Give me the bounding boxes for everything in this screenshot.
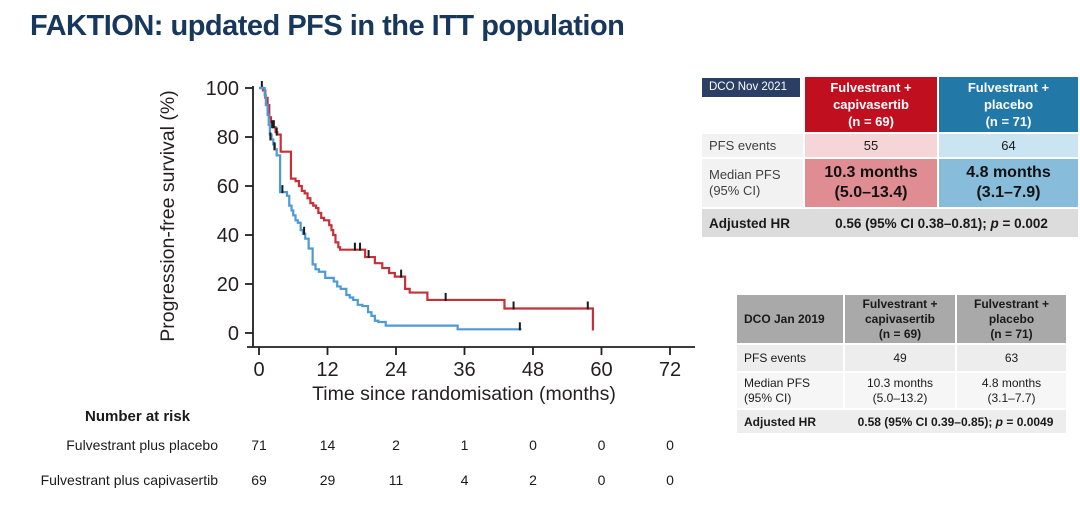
at-risk-value: 0 [666, 472, 674, 488]
at-risk-value: 69 [251, 472, 267, 488]
y-axis-title: Progression-free survival (%) [157, 90, 179, 341]
table-2019-placebo-header: Fulvestrant + placebo (n = 71) [957, 295, 1066, 343]
y-axis-tick-label: 0 [228, 323, 239, 345]
table-2019-capivasertib-header: Fulvestrant + capivasertib (n = 69) [845, 295, 955, 343]
table-2019-adjusted-hr-row: Adjusted HR 0.58 (95% CI 0.39–0.85); p =… [737, 410, 1066, 433]
x-axis-title: Time since randomisation (months) [312, 383, 616, 405]
y-axis-tick-label: 40 [217, 225, 239, 247]
km-survival-chart: 0 20 40 60 80 100 0 12 24 36 48 60 72 Progression-fre… [157, 78, 695, 405]
at-risk-value: 14 [319, 437, 336, 453]
x-axis-tick-label: 36 [453, 359, 475, 381]
at-risk-row-placebo: Fulvestrant plus placebo 71 14 2 1 0 0 0 [0, 437, 760, 455]
at-risk-value: 29 [319, 472, 336, 488]
hr-2019-suffix: = 0.0049 [1003, 414, 1054, 429]
hr-2021-p: p [990, 215, 999, 231]
hr-2019-prefix: 0.58 (95% CI 0.39–0.85); [857, 414, 996, 429]
at-risk-label-placebo: Fulvestrant plus placebo [66, 437, 218, 453]
km-curve-placebo [259, 86, 522, 331]
x-axis-tick-label: 72 [659, 359, 681, 381]
table-2021-placebo-header: Fulvestrant + placebo (n = 71) [939, 77, 1078, 132]
results-table-2019: DCO Jan 2019 Fulvestrant + capivasertib … [737, 295, 1066, 433]
table-2021-adjusted-hr-row: Adjusted HR 0.56 (95% CI 0.38–0.81); p =… [702, 209, 1078, 237]
table-2021-pfs-events-capivasertib: 55 [805, 134, 937, 157]
at-risk-value: 0 [597, 472, 606, 488]
y-axis-tick-label: 20 [217, 274, 239, 296]
table-2019-adjusted-hr-label: Adjusted HR [744, 414, 816, 429]
at-risk-value: 0 [529, 437, 537, 453]
at-risk-value: 4 [460, 472, 469, 488]
dco-nov-2021-badge: DCO Nov 2021 [702, 78, 800, 97]
table-2021-median-pfs-capivasertib: 10.3 months (5.0–13.4) [805, 159, 937, 207]
x-axis-tick-label: 48 [522, 359, 544, 381]
table-2021-adjusted-hr-label: Adjusted HR [709, 215, 790, 231]
at-risk-value: 0 [597, 437, 606, 453]
table-2019-pfs-events-placebo: 63 [957, 345, 1066, 371]
table-2021-capivasertib-header: Fulvestrant + capivasertib (n = 69) [805, 77, 937, 132]
table-2021-median-pfs-placebo: 4.8 months (3.1–7.9) [939, 159, 1078, 207]
table-2019-adjusted-hr-value: 0.58 (95% CI 0.39–0.85); p = 0.0049 [845, 415, 1066, 429]
x-axis-tick-label: 60 [590, 359, 612, 381]
hr-2021-suffix: = 0.002 [998, 215, 1048, 231]
table-2019-median-pfs-placebo: 4.8 months (3.1–7.7) [957, 373, 1066, 408]
x-axis-tick-label: 0 [253, 359, 264, 381]
at-risk-value: 2 [392, 437, 400, 453]
km-curve-capivasertib [259, 86, 595, 331]
x-axis-tick-label: 12 [316, 359, 338, 381]
table-2021-corner-cell: DCO Nov 2021 [702, 77, 803, 132]
table-2019-dco-header: DCO Jan 2019 [737, 295, 843, 343]
at-risk-value: 2 [529, 472, 537, 488]
hr-2019-p: p [995, 414, 1004, 429]
at-risk-value: 11 [388, 472, 404, 488]
table-2019-pfs-events-label: PFS events [737, 345, 843, 371]
table-2021-adjusted-hr-value: 0.56 (95% CI 0.38–0.81); p = 0.002 [805, 216, 1078, 231]
y-axis-tick-label: 60 [217, 176, 239, 198]
table-2019-median-pfs-label: Median PFS (95% CI) [737, 373, 843, 408]
hr-2021-prefix: 0.56 (95% CI 0.38–0.81); [835, 215, 991, 231]
at-risk-value: 0 [666, 437, 674, 453]
results-table-2021: DCO Nov 2021 Fulvestrant + capivasertib … [702, 77, 1078, 237]
at-risk-heading: Number at risk [85, 408, 191, 425]
x-axis-tick-label: 24 [385, 359, 407, 381]
y-axis-tick-label: 80 [217, 127, 239, 149]
table-2021-pfs-events-placebo: 64 [939, 134, 1078, 157]
at-risk-label-capivasertib: Fulvestrant plus capivasertib [40, 472, 218, 488]
page-title: FAKTION: updated PFS in the ITT populati… [30, 10, 625, 42]
table-2021-median-pfs-label: Median PFS (95% CI) [702, 159, 803, 207]
at-risk-row-capivasertib: Fulvestrant plus capivasertib 69 29 11 4 2 0 0 [0, 472, 760, 490]
at-risk-value: 1 [460, 437, 469, 453]
y-axis-tick-label: 100 [206, 78, 239, 100]
at-risk-value: 71 [251, 437, 267, 453]
table-2021-pfs-events-label: PFS events [702, 134, 803, 157]
table-2019-median-pfs-capivasertib: 10.3 months (5.0–13.2) [845, 373, 955, 408]
table-2019-pfs-events-capivasertib: 49 [845, 345, 955, 371]
